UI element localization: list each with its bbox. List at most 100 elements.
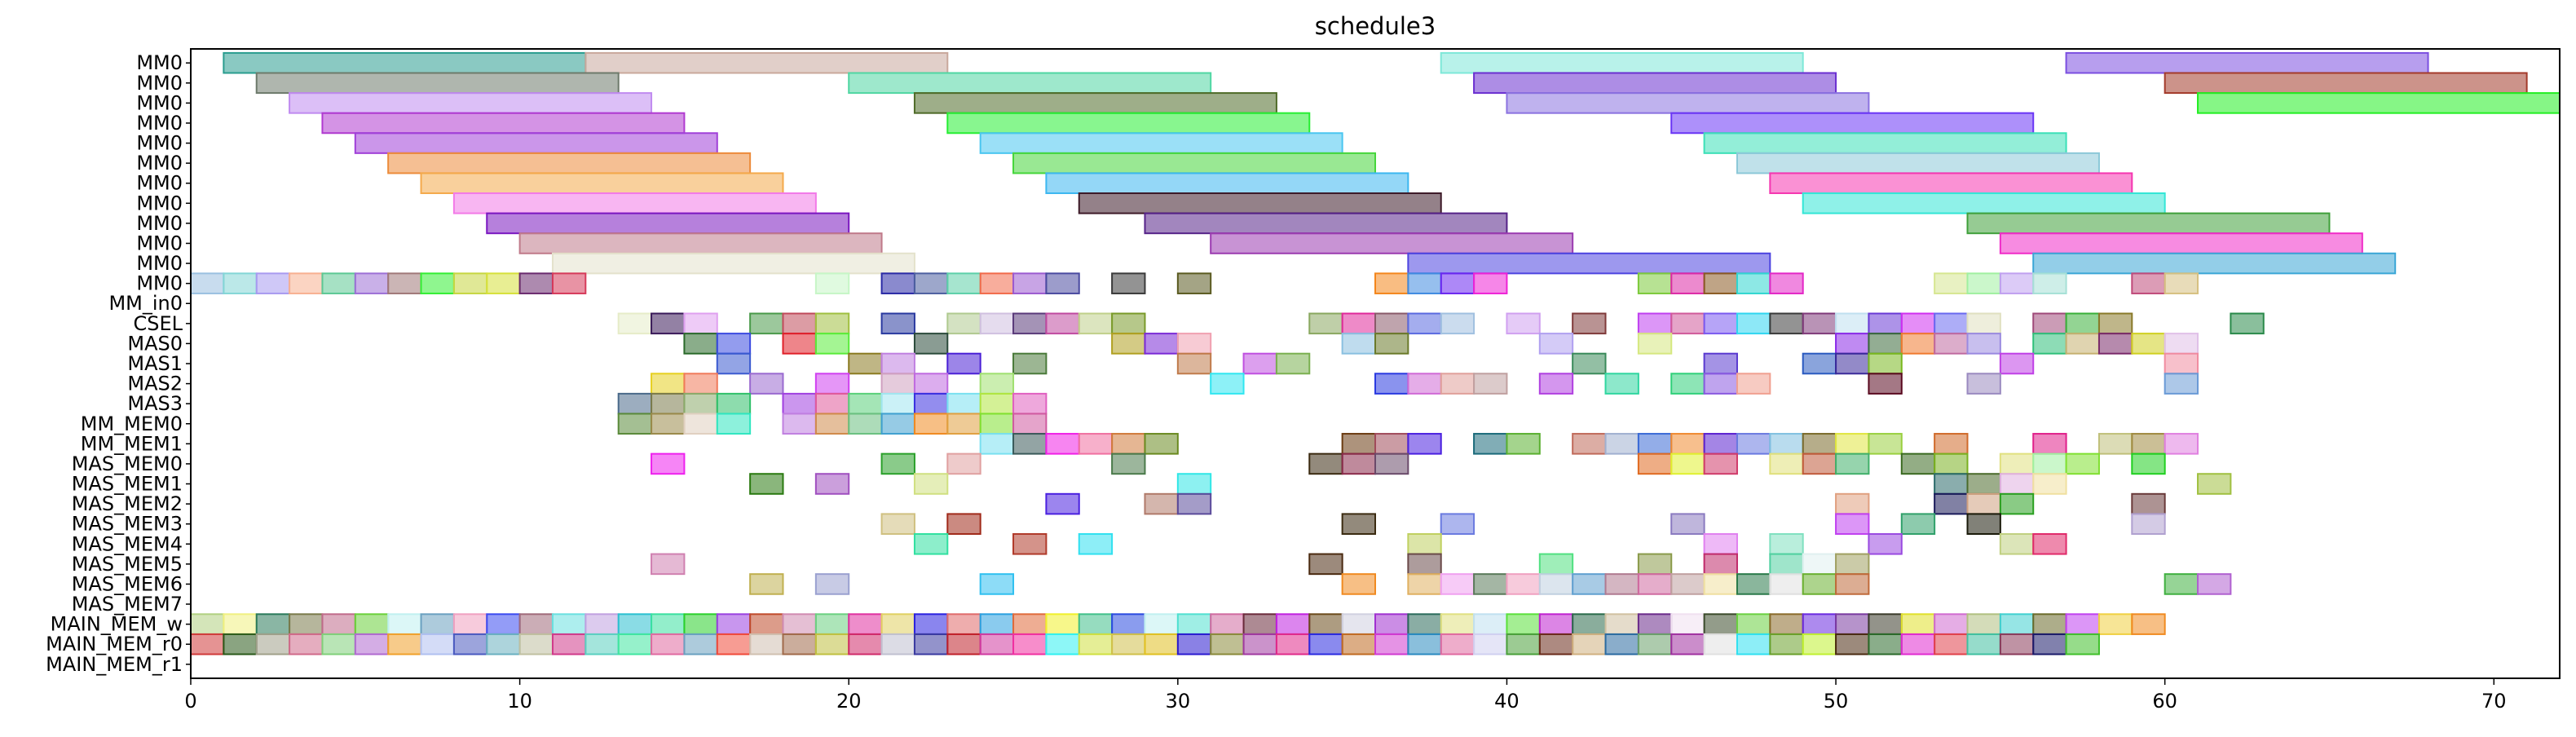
gantt-bar [289, 633, 324, 655]
gantt-bar [782, 613, 817, 635]
gantt-bar [979, 312, 1015, 335]
gantt-bar [2065, 333, 2100, 355]
gantt-bar [551, 613, 587, 635]
gantt-bar [289, 272, 324, 294]
gantt-bar [651, 633, 686, 655]
gantt-bar [1835, 433, 1870, 455]
gantt-bar [1966, 613, 2001, 635]
gantt-bar [1868, 373, 1903, 395]
gantt-bar [1736, 433, 1771, 455]
gantt-bar [1934, 272, 1969, 294]
gantt-bar [880, 392, 915, 415]
gantt-bar [946, 452, 981, 475]
gantt-bar [1999, 352, 2035, 375]
gantt-bar [2065, 312, 2100, 335]
gantt-bar [946, 513, 981, 535]
gantt-bar [1045, 633, 1080, 655]
gantt-bar [617, 392, 653, 415]
gantt-bar [1012, 613, 1048, 635]
gantt-bar [1210, 373, 1245, 395]
gantt-bar [1703, 312, 1738, 335]
gantt-bar [617, 413, 653, 435]
gantt-bar [2164, 433, 2199, 455]
y-tick-label: MAS1 [127, 352, 183, 375]
gantt-bar [1999, 232, 2363, 254]
y-tick-label: MM0 [136, 232, 183, 254]
y-tick-label: MM0 [136, 51, 183, 74]
gantt-bar [1176, 352, 1212, 375]
gantt-bar [1769, 433, 1804, 455]
gantt-bar [1835, 312, 1870, 335]
gantt-bar [1769, 312, 1804, 335]
gantt-bar [223, 633, 258, 655]
gantt-bar [683, 633, 718, 655]
gantt-bar [1670, 613, 1705, 635]
gantt-bar [979, 573, 1015, 595]
gantt-bar [223, 272, 258, 294]
gantt-bar [1802, 553, 1837, 576]
gantt-bar [1900, 513, 1936, 535]
gantt-bar [387, 272, 422, 294]
gantt-bar [1966, 492, 2001, 515]
y-tick-label: MM_MEM0 [81, 413, 183, 435]
gantt-bar [2097, 312, 2133, 335]
gantt-bar [1769, 452, 1804, 475]
gantt-bar [1440, 373, 1475, 395]
gantt-bar [1242, 613, 1277, 635]
gantt-bar [1802, 573, 1837, 595]
gantt-bar [1900, 333, 1936, 355]
gantt-bar [1802, 613, 1837, 635]
gantt-bar [1440, 513, 1475, 535]
gantt-bar [1572, 613, 1607, 635]
gantt-bar [1769, 553, 1804, 576]
gantt-bar [2032, 532, 2067, 555]
gantt-bar [1078, 613, 1114, 635]
gantt-bar [880, 373, 915, 395]
gantt-bar [651, 312, 686, 335]
gantt-bar [1111, 272, 1146, 294]
y-tick-label: MM_MEM1 [81, 432, 183, 455]
gantt-bar [1637, 553, 1673, 576]
gantt-bar [1999, 532, 2035, 555]
gantt-bar [880, 613, 915, 635]
gantt-bar [1835, 633, 1870, 655]
gantt-bar [2164, 573, 2199, 595]
gantt-bar [486, 272, 521, 294]
gantt-bar [1703, 352, 1738, 375]
gantt-bar [1111, 333, 1146, 355]
gantt-bar [1538, 613, 1574, 635]
gantt-bar [1637, 333, 1673, 355]
gantt-bar [946, 272, 981, 294]
gantt-bar [782, 312, 817, 335]
gantt-bar [1637, 272, 1673, 294]
gantt-bar [1637, 573, 1673, 595]
gantt-bar [683, 413, 718, 435]
gantt-bar [848, 613, 883, 635]
gantt-bar [1506, 633, 1541, 655]
gantt-bar [420, 272, 455, 294]
gantt-bar [1374, 633, 1409, 655]
gantt-bar [1144, 492, 1179, 515]
gantt-bar [1341, 333, 1377, 355]
y-tick-label: MM0 [136, 72, 183, 95]
gantt-bar [1835, 352, 1870, 375]
gantt-bar [1341, 573, 1377, 595]
gantt-bar [1802, 452, 1837, 475]
y-tick-label: MAS_MEM5 [72, 553, 183, 576]
gantt-bar [1308, 633, 1343, 655]
gantt-bar [2097, 433, 2133, 455]
x-tick-label: 30 [1166, 690, 1191, 713]
gantt-bar [1374, 613, 1409, 635]
gantt-bar [321, 633, 356, 655]
gantt-bar [1703, 532, 1738, 555]
gantt-bar [880, 452, 915, 475]
gantt-bar [1670, 373, 1705, 395]
gantt-bar [1736, 272, 1771, 294]
gantt-bar [584, 51, 949, 74]
gantt-bar [1012, 532, 1048, 555]
gantt-bar [814, 392, 850, 415]
gantt-bar [518, 232, 883, 254]
gantt-bar [1736, 312, 1771, 335]
gantt-bar [551, 272, 587, 294]
gantt-bar [321, 112, 686, 135]
